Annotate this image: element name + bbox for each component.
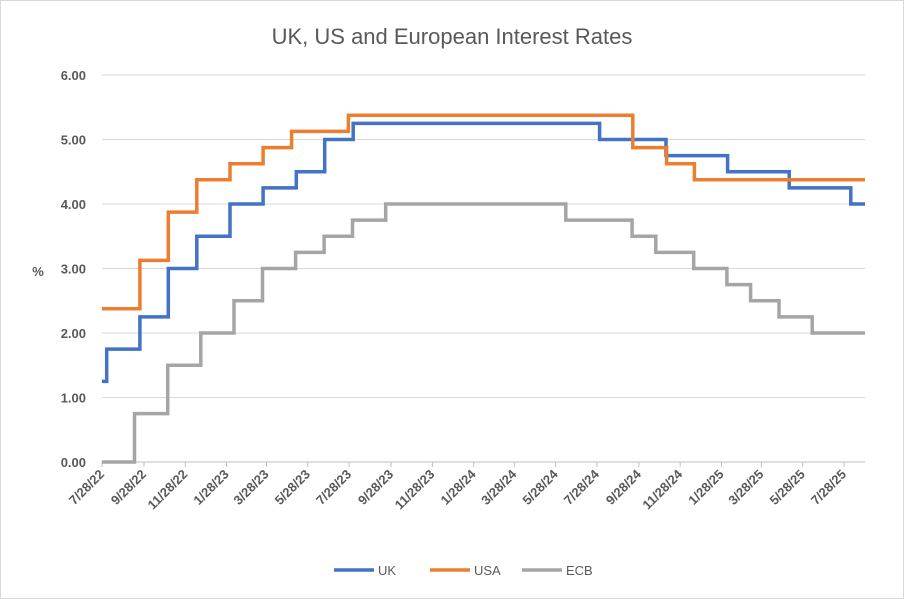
series-line-ecb <box>102 202 865 464</box>
y-tick-label: 1.00 <box>61 391 86 406</box>
chart-title: UK, US and European Interest Rates <box>272 24 633 49</box>
x-tick-label: 11/28/24 <box>639 466 685 512</box>
y-axis: 0.00 1.00 2.00 3.00 4.00 5.00 6.00 <box>61 68 86 470</box>
legend: UK USA ECB <box>334 563 593 578</box>
x-tick-label: 1/28/25 <box>685 467 726 508</box>
x-tick-label: 5/28/23 <box>272 467 313 508</box>
x-tick-label: 3/28/23 <box>230 467 271 508</box>
x-tick-label: 1/28/23 <box>190 467 231 508</box>
x-tick-label: 9/28/22 <box>108 467 149 508</box>
x-tick-label: 9/28/24 <box>603 466 645 508</box>
x-tick-label: 11/28/23 <box>392 467 438 513</box>
x-tick-label: 7/28/23 <box>313 467 354 508</box>
series-lines <box>102 113 865 464</box>
x-tick-label: 1/28/24 <box>438 466 480 508</box>
y-tick-label: 5.00 <box>61 133 86 148</box>
series-line-uk <box>102 121 865 384</box>
x-tick-label: 3/28/24 <box>478 466 520 508</box>
series-line-usa <box>102 113 865 311</box>
y-tick-label: 3.00 <box>61 262 86 277</box>
y-tick-label: 4.00 <box>61 197 86 212</box>
legend-label-uk: UK <box>378 563 396 578</box>
y-axis-label: % <box>32 264 44 279</box>
x-tick-label: 7/28/22 <box>66 467 107 508</box>
x-tick-label: 7/28/25 <box>808 467 849 508</box>
x-tick-label: 5/28/24 <box>519 466 561 508</box>
x-tick-label: 3/28/25 <box>725 467 766 508</box>
y-tick-label: 0.00 <box>61 455 86 470</box>
legend-label-ecb: ECB <box>566 563 593 578</box>
y-tick-label: 6.00 <box>61 68 86 83</box>
legend-label-usa: USA <box>474 563 501 578</box>
x-tick-label: 7/28/24 <box>561 466 603 508</box>
y-tick-label: 2.00 <box>61 326 86 341</box>
x-tick-label: 9/28/23 <box>355 467 396 508</box>
x-tick-label: 5/28/25 <box>767 467 808 508</box>
x-tick-label: 11/28/22 <box>145 467 191 513</box>
